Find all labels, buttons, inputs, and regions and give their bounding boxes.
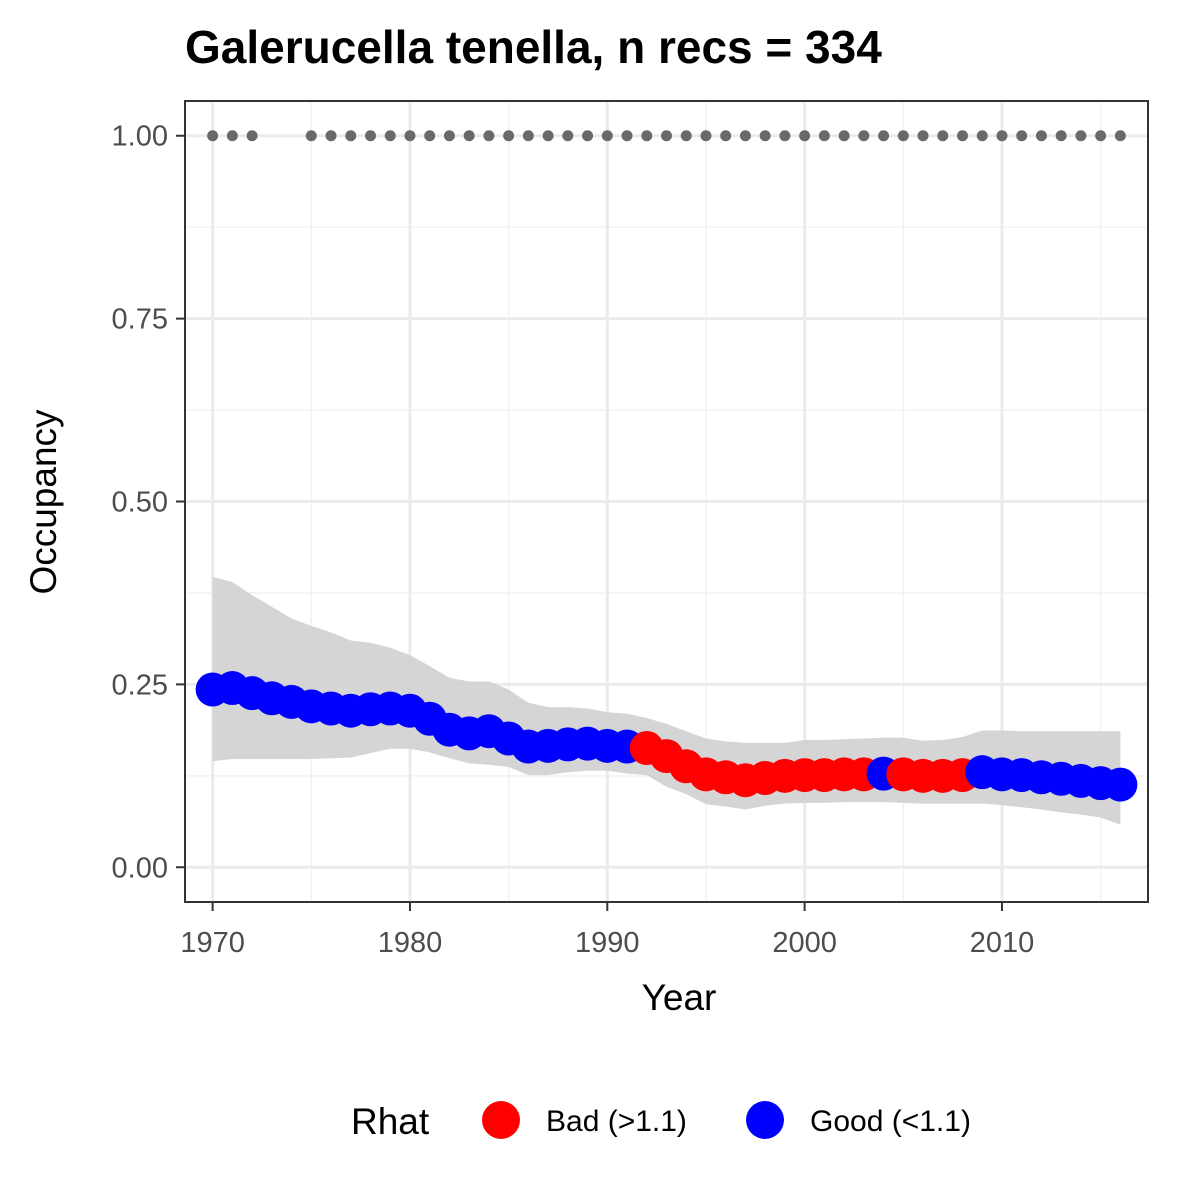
- record-point: [1114, 130, 1126, 142]
- x-axis-title: Year: [642, 977, 717, 1018]
- record-point: [720, 130, 732, 142]
- record-point: [562, 130, 574, 142]
- y-tick-label: 0.00: [112, 852, 168, 884]
- record-point: [1095, 130, 1107, 142]
- record-point: [1055, 130, 1067, 142]
- record-point: [621, 130, 633, 142]
- record-point: [759, 130, 771, 142]
- record-point: [522, 130, 534, 142]
- record-point: [937, 130, 949, 142]
- record-point: [483, 130, 495, 142]
- axes: 0.00 0.25 0.50 0.75 1.00 1970 1980 1990 2000 2010: [112, 121, 1035, 959]
- x-tick-label: 1980: [378, 927, 443, 959]
- legend-swatch-bad: [482, 1101, 520, 1139]
- record-point: [641, 130, 653, 142]
- legend-swatch-good: [746, 1101, 784, 1139]
- record-point: [601, 130, 613, 142]
- x-tick-label: 2010: [970, 927, 1035, 959]
- record-point: [1016, 130, 1028, 142]
- y-tick-label: 0.75: [112, 304, 168, 336]
- record-point: [226, 130, 238, 142]
- record-point: [503, 130, 515, 142]
- y-tick-label: 0.25: [112, 669, 168, 701]
- record-point: [838, 130, 850, 142]
- record-point: [878, 130, 890, 142]
- y-axis-title: Occupancy: [23, 409, 64, 595]
- record-point: [207, 130, 219, 142]
- record-point: [779, 130, 791, 142]
- x-tick-label: 1990: [575, 927, 640, 959]
- legend-label-good: Good (<1.1): [810, 1105, 971, 1138]
- record-point: [582, 130, 594, 142]
- record-point: [305, 130, 317, 142]
- record-point: [957, 130, 969, 142]
- record-point: [246, 130, 258, 142]
- record-point: [976, 130, 988, 142]
- record-point: [1035, 130, 1047, 142]
- legend: Rhat Bad (>1.1) Good (<1.1): [351, 1101, 971, 1142]
- record-point: [917, 130, 929, 142]
- x-tick-label: 2000: [772, 927, 837, 959]
- record-point: [818, 130, 830, 142]
- record-markers: [207, 130, 1126, 142]
- record-point: [680, 130, 692, 142]
- record-point: [1075, 130, 1087, 142]
- record-point: [897, 130, 909, 142]
- record-point: [858, 130, 870, 142]
- occupancy-point-good: [1103, 767, 1138, 802]
- x-tick-label: 1970: [180, 927, 245, 959]
- legend-label-bad: Bad (>1.1): [546, 1105, 687, 1138]
- occupancy-points: [195, 671, 1138, 802]
- y-tick-label: 0.50: [112, 487, 168, 519]
- record-point: [463, 130, 475, 142]
- legend-title: Rhat: [351, 1101, 430, 1142]
- record-point: [542, 130, 554, 142]
- record-point: [325, 130, 337, 142]
- record-point: [345, 130, 357, 142]
- record-point: [661, 130, 672, 142]
- record-point: [404, 130, 416, 142]
- record-point: [996, 130, 1008, 142]
- record-point: [443, 130, 455, 142]
- chart-title: Galerucella tenella, n recs = 334: [185, 21, 882, 73]
- record-point: [739, 130, 751, 142]
- record-point: [424, 130, 436, 142]
- record-point: [700, 130, 712, 142]
- record-point: [799, 130, 811, 142]
- record-point: [364, 130, 376, 142]
- y-tick-label: 1.00: [112, 121, 168, 153]
- record-point: [384, 130, 396, 142]
